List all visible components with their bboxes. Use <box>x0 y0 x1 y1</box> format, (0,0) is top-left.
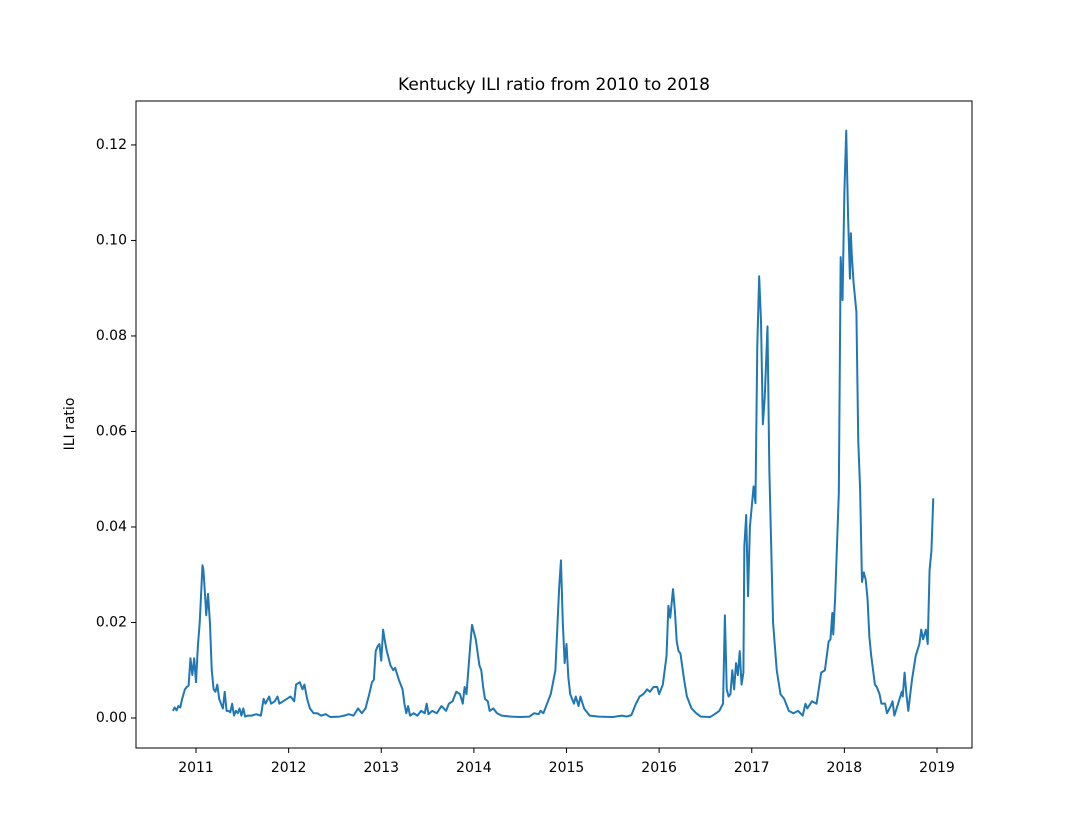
x-tick-label: 2017 <box>734 760 770 776</box>
chart-title: Kentucky ILI ratio from 2010 to 2018 <box>398 75 710 95</box>
x-tick-label: 2014 <box>456 760 492 776</box>
y-tick-label: 0.00 <box>96 710 127 726</box>
x-tick-label: 2013 <box>363 760 399 776</box>
plot-frame <box>135 100 973 749</box>
x-tick-label: 2018 <box>827 760 863 776</box>
x-tick-label: 2011 <box>178 760 214 776</box>
data-line <box>171 129 935 719</box>
y-tick-label: 0.12 <box>96 137 127 153</box>
y-tick-label: 0.06 <box>96 423 127 439</box>
y-tick-label: 0.10 <box>96 232 127 248</box>
y-tick-label: 0.04 <box>96 519 127 535</box>
x-tick-label: 2015 <box>549 760 585 776</box>
x-tick-label: 2012 <box>271 760 307 776</box>
x-tick-label: 2016 <box>641 760 677 776</box>
y-tick-label: 0.02 <box>96 614 127 630</box>
y-axis-label: ILI ratio <box>62 398 78 451</box>
y-tick-label: 0.08 <box>96 328 127 344</box>
x-tick-label: 2019 <box>919 760 955 776</box>
